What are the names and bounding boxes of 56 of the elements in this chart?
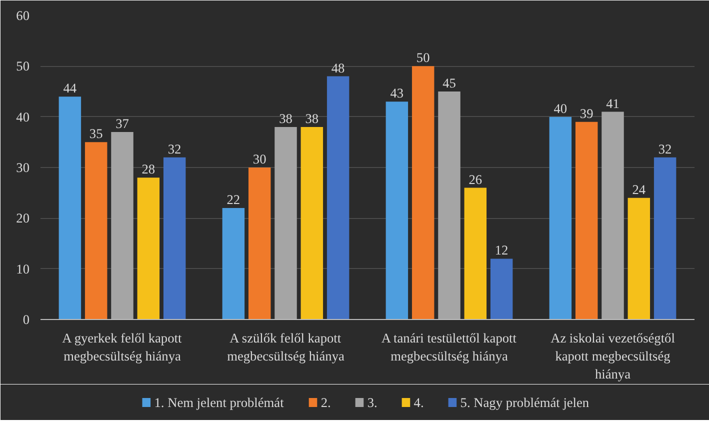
legend-label: 4. (414, 395, 424, 410)
bar (326, 76, 350, 320)
data-label: 41 (606, 96, 620, 111)
legend-label: 2. (320, 395, 331, 410)
bar (137, 178, 160, 320)
bar (490, 258, 513, 320)
data-label: 22 (226, 192, 240, 208)
bar (412, 66, 434, 320)
data-label: 40 (554, 100, 568, 116)
legend-label: 3. (367, 395, 378, 410)
y-tick-label: 20 (16, 210, 30, 226)
y-tick-label: 30 (16, 160, 30, 175)
bar (575, 122, 598, 320)
data-label: 48 (331, 60, 346, 76)
x-tick-label: A gyerkek felől kapott megbecsültség hiánya (62, 330, 182, 364)
y-tick-label: 50 (16, 58, 30, 74)
data-label: 26 (468, 172, 482, 187)
data-label: 12 (494, 242, 508, 258)
bar (438, 92, 460, 320)
bar (58, 96, 82, 320)
bar (300, 126, 324, 320)
bar (248, 168, 271, 320)
bar (602, 112, 624, 320)
data-label: 30 (252, 152, 267, 166)
y-tick-label: 0 (22, 312, 30, 327)
legend-label: 1. Nem jelent problémát (154, 395, 284, 410)
data-label: 39 (580, 106, 594, 121)
x-tick-label: A szülők felől kapott megbecsültség hiánya (227, 330, 344, 364)
data-label: 32 (168, 141, 182, 156)
bar (222, 208, 245, 320)
bar (654, 157, 676, 320)
data-label: 24 (632, 182, 646, 197)
y-tick-label: 40 (16, 109, 30, 124)
data-label: 35 (89, 126, 104, 142)
bar (84, 142, 108, 320)
data-label: 50 (416, 50, 430, 66)
y-tick-label: 60 (16, 8, 30, 23)
data-label: 28 (142, 162, 156, 177)
data-label: 38 (305, 110, 319, 126)
data-label: 44 (63, 80, 77, 96)
data-label: 45 (442, 76, 456, 90)
x-tick-label: A tanári testülettől kapott megbecsültség hiánya (381, 330, 517, 364)
bar (163, 157, 186, 320)
data-label: 32 (658, 141, 672, 156)
x-tick-label: Az iskolai vezetőségtől kapott megbecsültség hiánya (550, 330, 676, 382)
data-label: 37 (116, 116, 130, 132)
bar (464, 188, 487, 320)
bar (549, 116, 572, 320)
y-tick-label: 10 (16, 261, 30, 276)
bar (274, 126, 297, 320)
bar (386, 102, 408, 320)
data-label: 43 (390, 86, 404, 101)
bar (628, 198, 650, 320)
data-label: 38 (279, 110, 293, 126)
bar (111, 132, 134, 320)
legend-label: 5. Nagy problémát jelen (460, 395, 590, 410)
